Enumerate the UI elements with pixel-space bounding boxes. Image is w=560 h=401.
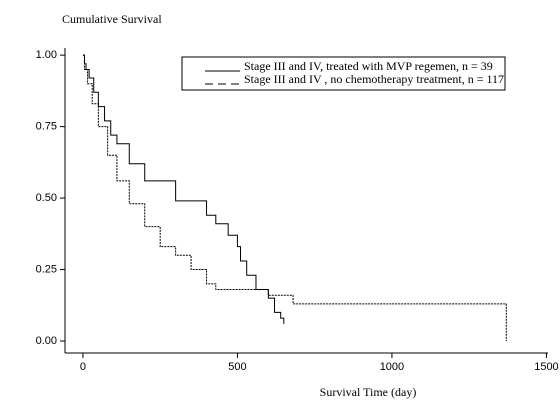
survival-curve — [82, 54, 285, 324]
x-tick-label: 1000 — [380, 361, 404, 373]
legend-label: Stage III and IV , no chemotherapy treat… — [244, 72, 504, 86]
y-tick-label: 0.25 — [36, 263, 57, 275]
y-tick-label: 0.75 — [36, 121, 57, 133]
x-tick-label: 1500 — [534, 361, 558, 373]
y-tick-label: 1.00 — [36, 49, 57, 61]
x-axis-title: Survival Time (day) — [320, 385, 417, 399]
legend-label: Stage III and IV, treated with MVP regem… — [244, 59, 493, 73]
y-tick-label: 0.50 — [36, 192, 57, 204]
legend-box — [181, 56, 506, 91]
x-tick-label: 500 — [228, 361, 246, 373]
x-tick-label: 0 — [80, 361, 86, 373]
survival-curve — [82, 54, 507, 341]
y-tick-label: 0.00 — [36, 335, 57, 347]
y-axis-title: Cumulative Survival — [62, 12, 162, 26]
